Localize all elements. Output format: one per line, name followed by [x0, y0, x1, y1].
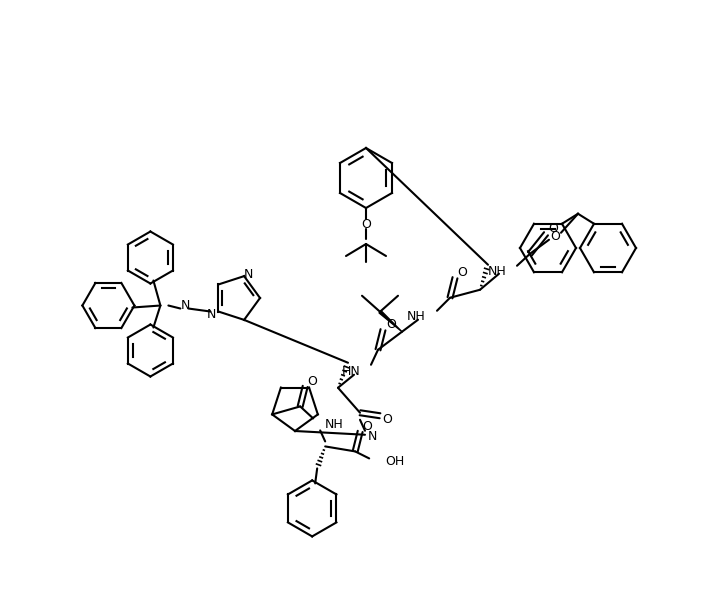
- Text: O: O: [382, 413, 392, 426]
- Text: O: O: [550, 230, 560, 243]
- Text: O: O: [361, 217, 371, 230]
- Text: N: N: [243, 268, 253, 281]
- Text: HN: HN: [342, 365, 360, 378]
- Text: N: N: [206, 308, 216, 321]
- Text: NH: NH: [406, 310, 425, 323]
- Text: O: O: [548, 222, 558, 235]
- Text: O: O: [386, 318, 396, 332]
- Text: OH: OH: [385, 455, 404, 468]
- Text: NH: NH: [487, 265, 506, 278]
- Text: NH: NH: [325, 418, 344, 431]
- Text: O: O: [362, 420, 372, 433]
- Text: N: N: [181, 299, 191, 312]
- Polygon shape: [379, 311, 402, 332]
- Text: N: N: [368, 430, 378, 443]
- Text: O: O: [457, 266, 467, 279]
- Text: O: O: [308, 375, 317, 388]
